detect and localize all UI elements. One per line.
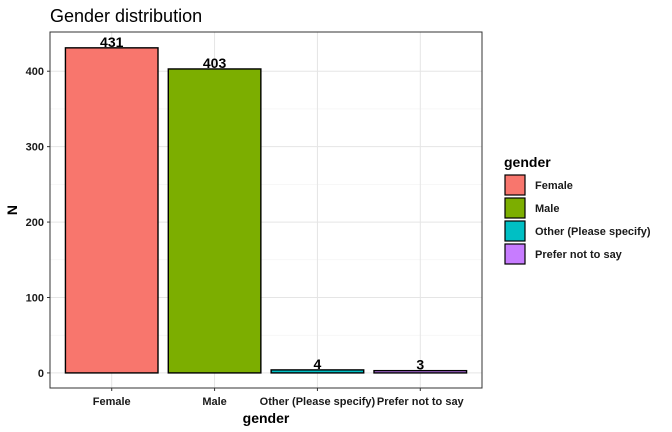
- x-tick-label: Prefer not to say: [377, 396, 465, 408]
- bar: [167, 68, 262, 374]
- legend-title: gender: [504, 154, 551, 170]
- legend-key: [504, 220, 526, 242]
- y-tick-label: 400: [26, 66, 44, 78]
- bar: [270, 369, 365, 374]
- legend-label: Male: [535, 203, 559, 215]
- legend: gender Female Male Other (Please specify) P…: [504, 154, 651, 265]
- x-tick-label: Other (Please specify): [260, 396, 376, 408]
- bar: [373, 369, 468, 374]
- y-tick-label: 300: [26, 142, 44, 154]
- data-labels: 431 403 4 3: [100, 34, 424, 373]
- y-axis: 0 100 200 300 400: [26, 66, 50, 380]
- legend-key: [504, 197, 526, 219]
- x-axis-title: gender: [243, 410, 290, 426]
- x-axis: Female Male Other (Please specify) Prefer n…: [93, 388, 465, 408]
- legend-label: Female: [535, 180, 573, 192]
- bars: [64, 47, 468, 374]
- data-label: 4: [314, 356, 322, 372]
- chart-title: Gender distribution: [50, 6, 202, 26]
- legend-label: Prefer not to say: [535, 249, 623, 261]
- plot-panel-border: [49, 31, 483, 389]
- data-label: 431: [100, 34, 124, 50]
- y-tick-label: 100: [26, 292, 44, 304]
- y-tick-label: 0: [38, 368, 44, 380]
- x-tick-label: Female: [93, 396, 131, 408]
- legend-label: Other (Please specify): [535, 226, 651, 238]
- y-axis-title: N: [4, 205, 20, 215]
- legend-key: [504, 174, 526, 196]
- data-label: 3: [416, 357, 424, 373]
- x-tick-label: Male: [202, 396, 226, 408]
- y-tick-label: 200: [26, 217, 44, 229]
- bar: [64, 47, 159, 374]
- data-label: 403: [203, 55, 227, 71]
- legend-key: [504, 243, 526, 265]
